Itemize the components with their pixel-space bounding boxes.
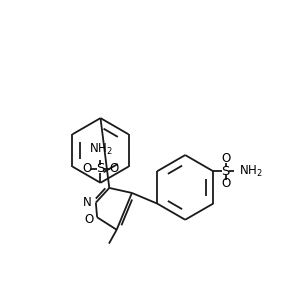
Text: O: O (221, 177, 230, 190)
Text: NH$_2$: NH$_2$ (239, 164, 263, 179)
Text: O: O (221, 152, 230, 165)
Text: O: O (83, 162, 92, 175)
Text: S: S (96, 162, 105, 175)
Text: NH$_2$: NH$_2$ (88, 141, 113, 157)
Text: N: N (83, 196, 92, 209)
Text: O: O (84, 213, 93, 226)
Text: S: S (221, 165, 230, 178)
Text: O: O (109, 162, 118, 175)
